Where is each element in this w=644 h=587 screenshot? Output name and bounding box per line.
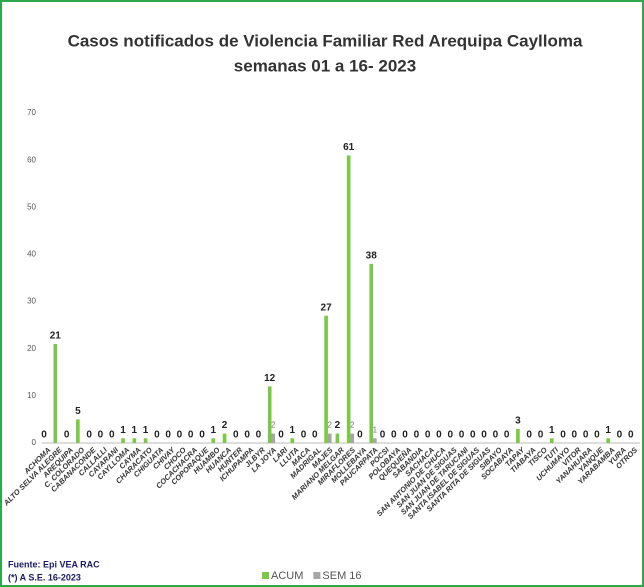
data-label: 0 xyxy=(109,430,115,441)
data-label: 0 xyxy=(459,430,465,441)
bar xyxy=(76,419,80,443)
data-label: 0 xyxy=(560,430,566,441)
data-label: 0 xyxy=(617,430,623,441)
data-label: 27 xyxy=(321,302,333,313)
data-label: 0 xyxy=(357,430,363,441)
data-label: 0 xyxy=(165,430,171,441)
data-label: 0 xyxy=(504,430,510,441)
bar xyxy=(350,433,355,443)
bar xyxy=(373,438,377,443)
y-tick-label: 60 xyxy=(27,155,36,164)
data-label: 0 xyxy=(493,430,499,441)
legend-swatch xyxy=(313,572,321,579)
data-label: 1 xyxy=(210,425,216,436)
y-tick-label: 10 xyxy=(27,391,36,400)
data-label: 1 xyxy=(143,425,149,436)
data-label: 0 xyxy=(594,430,600,441)
data-label: 0 xyxy=(583,430,589,441)
data-label: 0 xyxy=(470,430,476,441)
data-label: 0 xyxy=(188,430,194,441)
data-label: 1 xyxy=(605,425,611,436)
data-label: 0 xyxy=(301,430,307,441)
data-label: 1 xyxy=(120,425,126,436)
chart-title: Casos notificados de Violencia Familiar … xyxy=(68,31,583,50)
y-tick-label: 0 xyxy=(32,438,37,447)
bar xyxy=(267,386,272,443)
bar xyxy=(143,438,148,443)
data-label: 0 xyxy=(481,430,487,441)
data-label: 38 xyxy=(366,250,378,261)
bar xyxy=(132,438,137,443)
y-tick-label: 30 xyxy=(27,297,36,306)
data-label: 1 xyxy=(373,425,378,434)
y-tick-label: 40 xyxy=(27,250,36,259)
data-label: 0 xyxy=(538,430,544,441)
y-tick-label: 20 xyxy=(27,344,36,353)
bar xyxy=(346,155,351,443)
legend-swatch xyxy=(262,572,269,579)
bar xyxy=(121,438,125,443)
bar xyxy=(549,438,554,443)
data-label: 0 xyxy=(154,430,160,441)
bar xyxy=(53,344,58,443)
data-label: 0 xyxy=(86,430,92,441)
bar xyxy=(335,433,340,443)
bar xyxy=(369,263,374,443)
data-label: 1 xyxy=(289,425,295,436)
data-label: 0 xyxy=(414,430,420,441)
data-label: 2 xyxy=(350,421,355,430)
data-label: 0 xyxy=(402,430,408,441)
data-label: 61 xyxy=(343,142,355,153)
legend-label: ACUM xyxy=(271,570,303,582)
bar xyxy=(271,433,276,443)
data-label: 0 xyxy=(244,430,250,441)
bar xyxy=(324,315,328,443)
data-label: 0 xyxy=(628,430,634,441)
data-label: 2 xyxy=(222,420,228,431)
bar xyxy=(290,438,295,443)
data-label: 2 xyxy=(335,420,341,431)
chart-subtitle: semanas 01 a 16- 2023 xyxy=(234,56,416,75)
data-label: 0 xyxy=(391,430,397,441)
data-label: 3 xyxy=(515,415,521,426)
data-label: 0 xyxy=(199,430,205,441)
data-label: 0 xyxy=(98,430,104,441)
data-label: 0 xyxy=(177,430,183,441)
bar xyxy=(222,433,227,443)
data-label: 2 xyxy=(271,421,276,430)
bar xyxy=(211,438,216,443)
data-label: 12 xyxy=(264,373,276,384)
period-note: (*) A S.E. 16-2023 xyxy=(8,572,81,582)
data-label: 0 xyxy=(436,430,442,441)
data-label: 0 xyxy=(526,430,532,441)
legend-label: SEM 16 xyxy=(322,570,361,582)
data-label: 0 xyxy=(233,430,239,441)
data-label: 0 xyxy=(278,430,284,441)
data-label: 21 xyxy=(50,331,62,342)
bar xyxy=(327,433,332,443)
data-label: 0 xyxy=(572,430,578,441)
data-label: 0 xyxy=(312,430,318,441)
source-note: Fuente: Epi VEA RAC xyxy=(8,559,100,569)
data-label: 0 xyxy=(380,430,386,441)
bar xyxy=(516,428,520,443)
data-label: 0 xyxy=(64,430,70,441)
data-label: 2 xyxy=(327,421,332,430)
data-label: 1 xyxy=(549,425,555,436)
data-label: 0 xyxy=(425,430,431,441)
bar xyxy=(606,438,610,443)
data-label: 5 xyxy=(75,406,81,417)
data-label: 1 xyxy=(132,425,138,436)
data-label: 0 xyxy=(256,430,262,441)
data-label: 0 xyxy=(447,430,453,441)
y-tick-label: 50 xyxy=(27,202,36,211)
y-tick-label: 70 xyxy=(27,108,36,117)
data-label: 0 xyxy=(41,430,47,441)
